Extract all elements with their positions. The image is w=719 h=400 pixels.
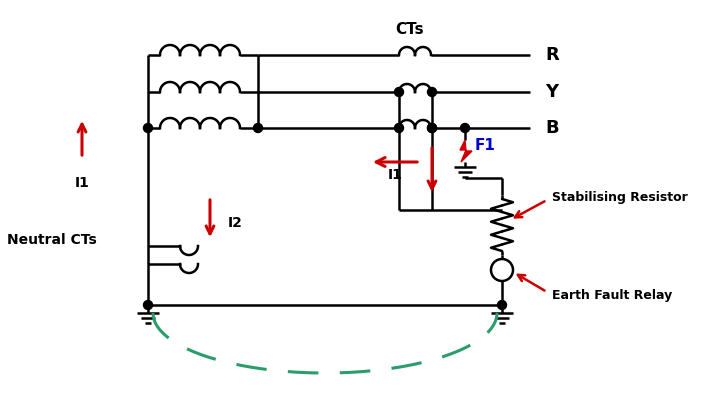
Circle shape [428,124,436,132]
Circle shape [254,124,262,132]
Text: Y: Y [545,83,558,101]
Circle shape [395,124,403,132]
Circle shape [428,88,436,96]
Circle shape [144,300,152,310]
Text: R: R [545,46,559,64]
Text: Earth Fault Relay: Earth Fault Relay [552,288,672,302]
Text: Neutral CTs: Neutral CTs [7,233,97,247]
Circle shape [498,300,506,310]
Circle shape [491,259,513,281]
Circle shape [395,88,403,96]
Text: I1: I1 [75,176,89,190]
Text: CTs: CTs [395,22,424,38]
Text: B: B [545,119,559,137]
Circle shape [428,124,436,132]
Text: I2: I2 [228,216,243,230]
Text: I1: I1 [388,168,403,182]
Circle shape [144,124,152,132]
Text: Stabilising Resistor: Stabilising Resistor [552,190,688,204]
Text: F1: F1 [475,138,496,152]
Polygon shape [460,140,472,162]
Circle shape [460,124,470,132]
